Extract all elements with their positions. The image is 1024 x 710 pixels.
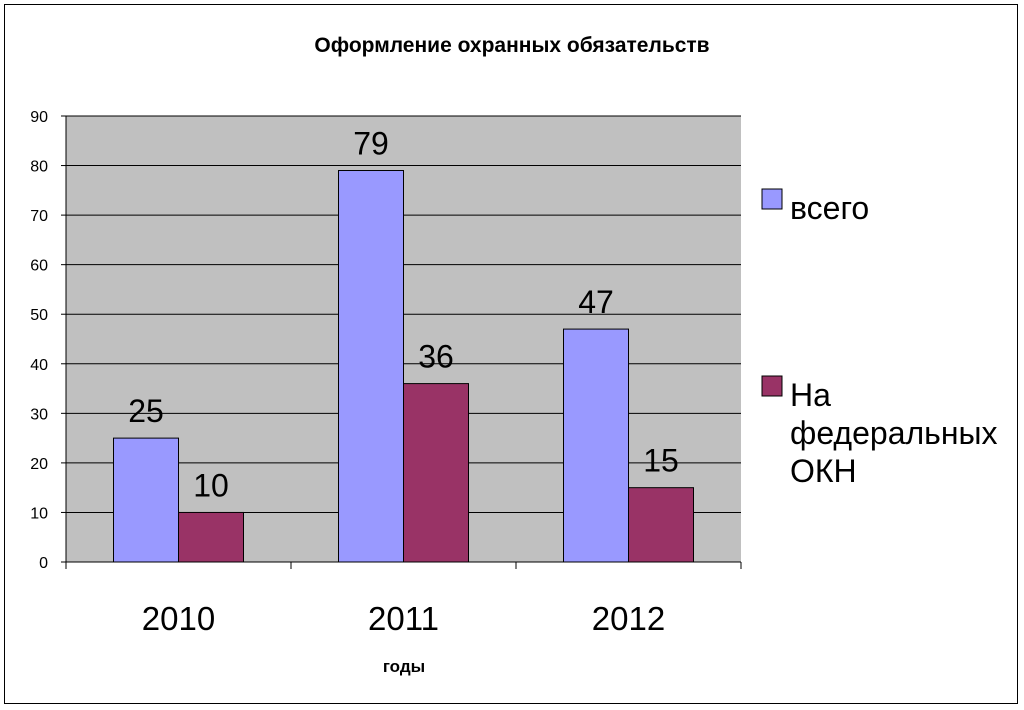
bar-2010-series-2 — [178, 511, 244, 563]
y-tick-label: 20 — [30, 456, 48, 473]
y-tick-label: 70 — [30, 208, 48, 225]
legend-label-series-1: всего — [790, 190, 869, 226]
x-tick-label: 2012 — [592, 600, 665, 637]
x-axis-label: годы — [383, 657, 425, 676]
legend-label-series-2: На — [790, 377, 831, 413]
chart-title: Оформление охранных обязательств — [314, 34, 709, 57]
data-label-2010-series-2: 10 — [193, 467, 229, 503]
x-tick-label: 2011 — [368, 600, 439, 637]
y-tick-label: 10 — [30, 505, 48, 522]
bar-2011-series-1 — [338, 170, 404, 563]
data-labels: 25 10 79 36 47 15 — [128, 126, 679, 504]
y-tick-label: 80 — [30, 159, 48, 176]
bar-2011-series-2 — [403, 383, 469, 563]
y-tick-label: 40 — [30, 357, 48, 374]
bars — [113, 170, 694, 563]
legend-label-series-2: ОКН — [790, 453, 857, 489]
bar-2012-series-1 — [563, 328, 629, 563]
y-tick-label: 0 — [39, 555, 48, 572]
data-label-2012-series-2: 15 — [643, 443, 679, 479]
y-tick-label: 90 — [30, 109, 48, 126]
data-label-2010-series-1: 25 — [128, 393, 164, 429]
x-tick-label: 2010 — [142, 600, 215, 637]
y-tick-label: 60 — [30, 258, 48, 275]
bar-2010-series-1 — [113, 437, 179, 563]
bar-2012-series-2 — [628, 487, 694, 563]
y-axis-ticks: 0 10 20 30 40 50 60 70 80 90 — [30, 109, 66, 572]
data-label-2011-series-2: 36 — [418, 339, 454, 375]
legend-label-series-2: федеральных — [790, 415, 998, 451]
legend-swatch-series-1 — [761, 188, 783, 210]
axes — [65, 116, 741, 563]
x-axis-ticks: 2010 2011 2012 — [65, 562, 742, 637]
y-tick-label: 50 — [30, 307, 48, 324]
data-label-2011-series-1: 79 — [353, 126, 389, 162]
legend-swatch-series-2 — [761, 375, 783, 397]
y-tick-label: 30 — [30, 406, 48, 423]
data-label-2012-series-1: 47 — [578, 284, 614, 320]
